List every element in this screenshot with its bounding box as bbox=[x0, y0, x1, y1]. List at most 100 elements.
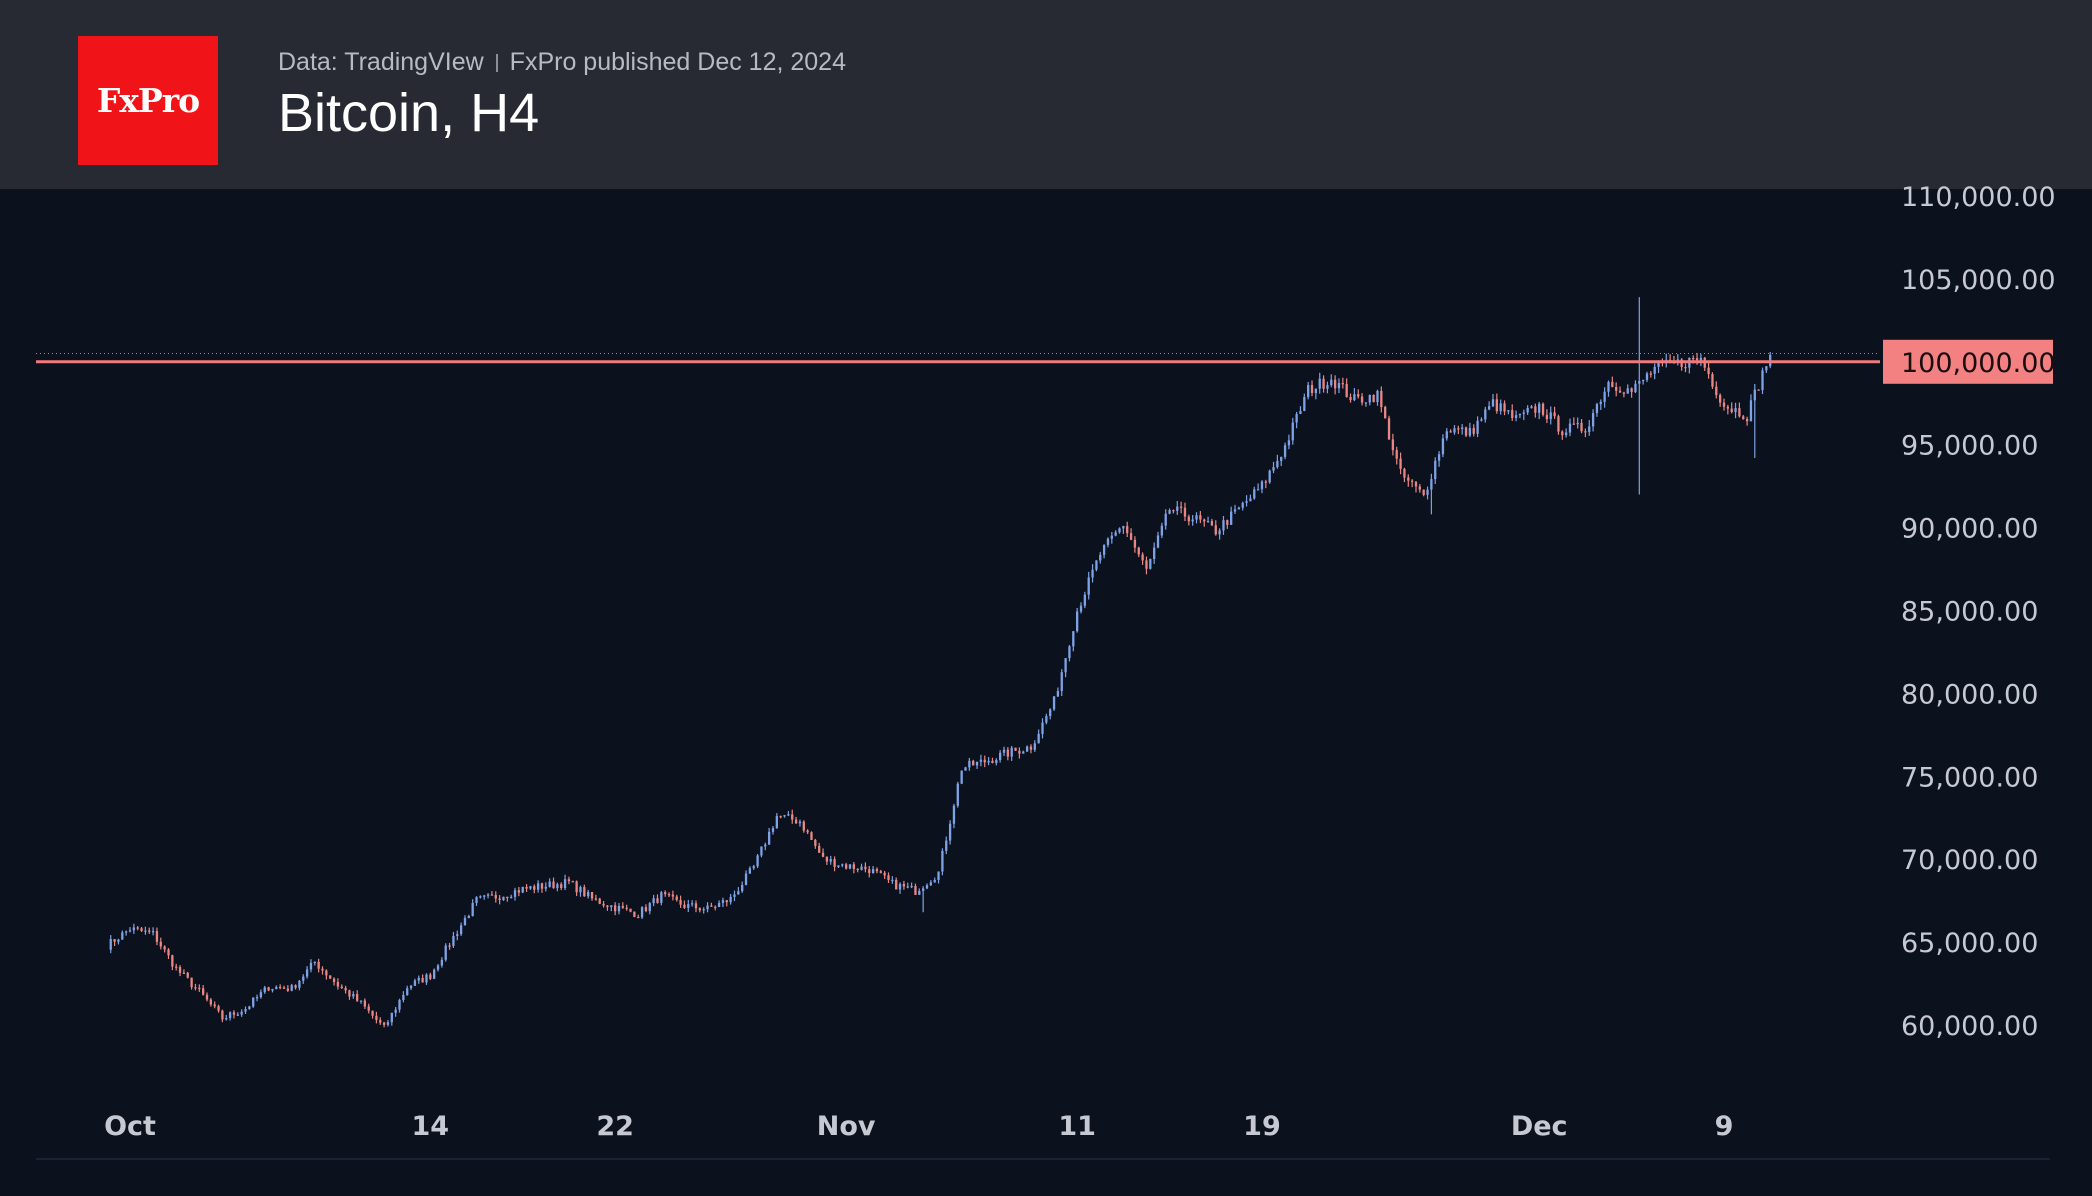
candle-body bbox=[402, 995, 405, 1000]
candle bbox=[602, 901, 605, 908]
candle bbox=[1545, 409, 1549, 424]
candle-body bbox=[1738, 408, 1741, 417]
candle-body bbox=[413, 980, 417, 986]
candle-body bbox=[1607, 381, 1610, 392]
candle-body bbox=[190, 977, 193, 988]
candle-body bbox=[1083, 594, 1087, 606]
candle bbox=[675, 894, 678, 902]
candle bbox=[413, 978, 417, 987]
candle bbox=[1307, 381, 1310, 400]
candle bbox=[1349, 393, 1352, 403]
candle bbox=[240, 1009, 243, 1017]
candle-body bbox=[1530, 406, 1533, 408]
candle-body bbox=[1195, 515, 1198, 520]
candle-body bbox=[1014, 747, 1017, 751]
candle-body bbox=[1588, 426, 1591, 432]
candle bbox=[1129, 528, 1133, 541]
candle bbox=[891, 876, 894, 884]
candle bbox=[810, 831, 813, 840]
candle bbox=[875, 867, 879, 874]
candle-body bbox=[871, 869, 875, 874]
candle bbox=[475, 896, 478, 906]
candle-body bbox=[1230, 511, 1233, 525]
candle-body bbox=[810, 832, 813, 840]
candle bbox=[694, 900, 698, 913]
candle-body bbox=[1268, 470, 1271, 483]
candle bbox=[883, 870, 886, 879]
candle bbox=[617, 903, 621, 915]
candle-body bbox=[1615, 386, 1618, 391]
candle-body bbox=[205, 994, 209, 1000]
candle-body bbox=[1634, 383, 1637, 393]
candle bbox=[775, 813, 778, 829]
candle-body bbox=[594, 898, 598, 900]
candle bbox=[1730, 402, 1733, 414]
candle bbox=[1738, 402, 1741, 418]
candle-body bbox=[829, 859, 832, 862]
candle-body bbox=[1584, 431, 1587, 433]
candle bbox=[1168, 508, 1171, 515]
candle bbox=[856, 868, 859, 873]
candle-body bbox=[128, 930, 132, 932]
candle bbox=[1345, 378, 1348, 398]
candle-body bbox=[232, 1012, 236, 1015]
candle-body bbox=[475, 897, 478, 903]
candle bbox=[1191, 515, 1194, 526]
candle-body bbox=[1033, 743, 1036, 750]
candle bbox=[1226, 519, 1229, 529]
candle bbox=[483, 894, 486, 900]
candle-body bbox=[321, 968, 324, 971]
candle bbox=[660, 890, 663, 906]
candle bbox=[340, 984, 343, 989]
candle bbox=[1457, 425, 1460, 435]
candle-body bbox=[679, 899, 682, 905]
candle bbox=[1106, 537, 1110, 548]
candle-body bbox=[344, 987, 347, 991]
candle-body bbox=[1745, 418, 1749, 422]
candle bbox=[1761, 367, 1764, 395]
candle bbox=[972, 759, 975, 766]
candle bbox=[1380, 386, 1383, 413]
candle-body bbox=[1414, 481, 1418, 487]
candle bbox=[594, 894, 598, 901]
candle bbox=[987, 757, 990, 766]
candle bbox=[1322, 375, 1325, 393]
candle bbox=[1045, 713, 1048, 725]
candle bbox=[1299, 406, 1302, 415]
candle bbox=[956, 781, 959, 808]
candle-body bbox=[1630, 388, 1633, 393]
candle bbox=[386, 1019, 390, 1027]
candle bbox=[1384, 405, 1387, 419]
candle-body bbox=[964, 767, 967, 771]
candle bbox=[124, 930, 128, 936]
candle-body bbox=[313, 961, 316, 964]
candle-body bbox=[506, 896, 509, 899]
candle-body bbox=[533, 886, 536, 890]
candle bbox=[506, 896, 509, 902]
candle bbox=[1434, 457, 1437, 485]
candle bbox=[548, 878, 551, 888]
candle bbox=[1765, 366, 1768, 374]
candle-body bbox=[440, 959, 444, 966]
candle-body bbox=[733, 894, 736, 897]
candle-body bbox=[263, 987, 266, 993]
candle bbox=[1068, 645, 1071, 662]
candle bbox=[914, 883, 917, 895]
candle-body bbox=[1507, 410, 1510, 412]
candle bbox=[760, 846, 763, 858]
candle-body bbox=[552, 881, 555, 889]
candle-body bbox=[633, 911, 636, 917]
candle-body bbox=[1256, 489, 1260, 491]
candle bbox=[1557, 414, 1560, 435]
candle bbox=[652, 894, 655, 907]
candle bbox=[806, 829, 809, 835]
candle bbox=[1503, 400, 1506, 416]
candle-body bbox=[806, 830, 809, 833]
candle-body bbox=[186, 972, 189, 978]
candle bbox=[1276, 454, 1279, 469]
candle bbox=[879, 869, 882, 874]
candle-body bbox=[406, 988, 409, 996]
candle bbox=[1487, 401, 1491, 411]
candle-body bbox=[379, 1019, 382, 1023]
candle bbox=[1283, 442, 1287, 460]
